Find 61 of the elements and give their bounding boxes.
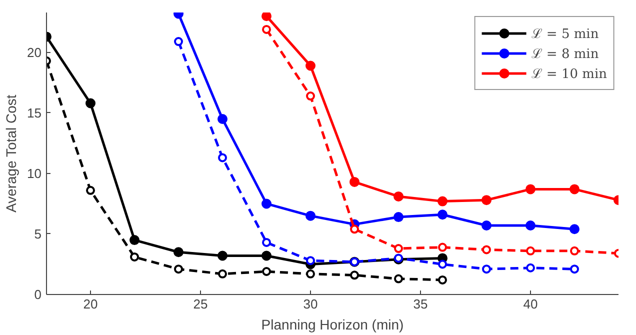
point	[570, 264, 579, 274]
point	[570, 246, 579, 256]
point	[130, 235, 140, 246]
x-tick-label: 20	[83, 296, 98, 312]
point	[526, 246, 535, 256]
point	[174, 247, 184, 258]
point	[438, 260, 447, 269]
point	[218, 153, 227, 162]
point	[262, 267, 271, 276]
point	[350, 224, 359, 234]
point	[482, 195, 492, 206]
point	[394, 191, 404, 202]
y-tick-label: 20	[27, 44, 42, 60]
x-axis-title: Planning Horizon (min)	[261, 316, 404, 332]
point	[438, 210, 448, 220]
point	[262, 12, 272, 22]
point	[262, 238, 271, 247]
x-tick-label: 35	[413, 296, 428, 312]
point	[262, 24, 271, 34]
point	[174, 264, 183, 274]
point	[174, 37, 183, 46]
point	[438, 275, 447, 284]
y-tick-label: 0	[34, 287, 42, 302]
point	[394, 274, 403, 284]
legend-label: ℒ = 8 min	[531, 46, 599, 62]
point	[218, 114, 228, 124]
x-tick-label: 30	[303, 296, 318, 312]
point	[130, 252, 139, 262]
point	[482, 245, 491, 254]
point	[394, 244, 403, 253]
point	[394, 212, 404, 222]
point	[482, 264, 491, 274]
point	[306, 210, 316, 221]
y-tick-label: 15	[27, 105, 42, 120]
point	[350, 176, 360, 187]
legend-label: ℒ = 10 min	[531, 66, 607, 82]
point	[350, 270, 359, 280]
point	[218, 269, 227, 278]
point	[306, 269, 315, 278]
y-axis-title: Average Total Cost	[3, 94, 20, 213]
point	[218, 250, 228, 261]
point	[262, 198, 272, 209]
x-tick-label: 25	[193, 296, 208, 312]
point	[86, 98, 96, 108]
point	[526, 184, 536, 194]
point	[86, 186, 95, 195]
y-tick-label: 5	[34, 226, 42, 242]
point	[570, 224, 580, 234]
x-tick-label: 40	[523, 296, 538, 312]
point	[526, 220, 536, 231]
point	[570, 184, 580, 194]
point	[306, 60, 316, 71]
point	[306, 92, 315, 101]
legend-label: ℒ = 5 min	[531, 26, 599, 42]
point	[262, 250, 272, 261]
y-tick-label: 10	[27, 166, 42, 181]
point	[438, 242, 447, 252]
point	[482, 220, 492, 231]
point	[438, 196, 448, 206]
point	[526, 263, 535, 272]
point	[306, 256, 315, 266]
